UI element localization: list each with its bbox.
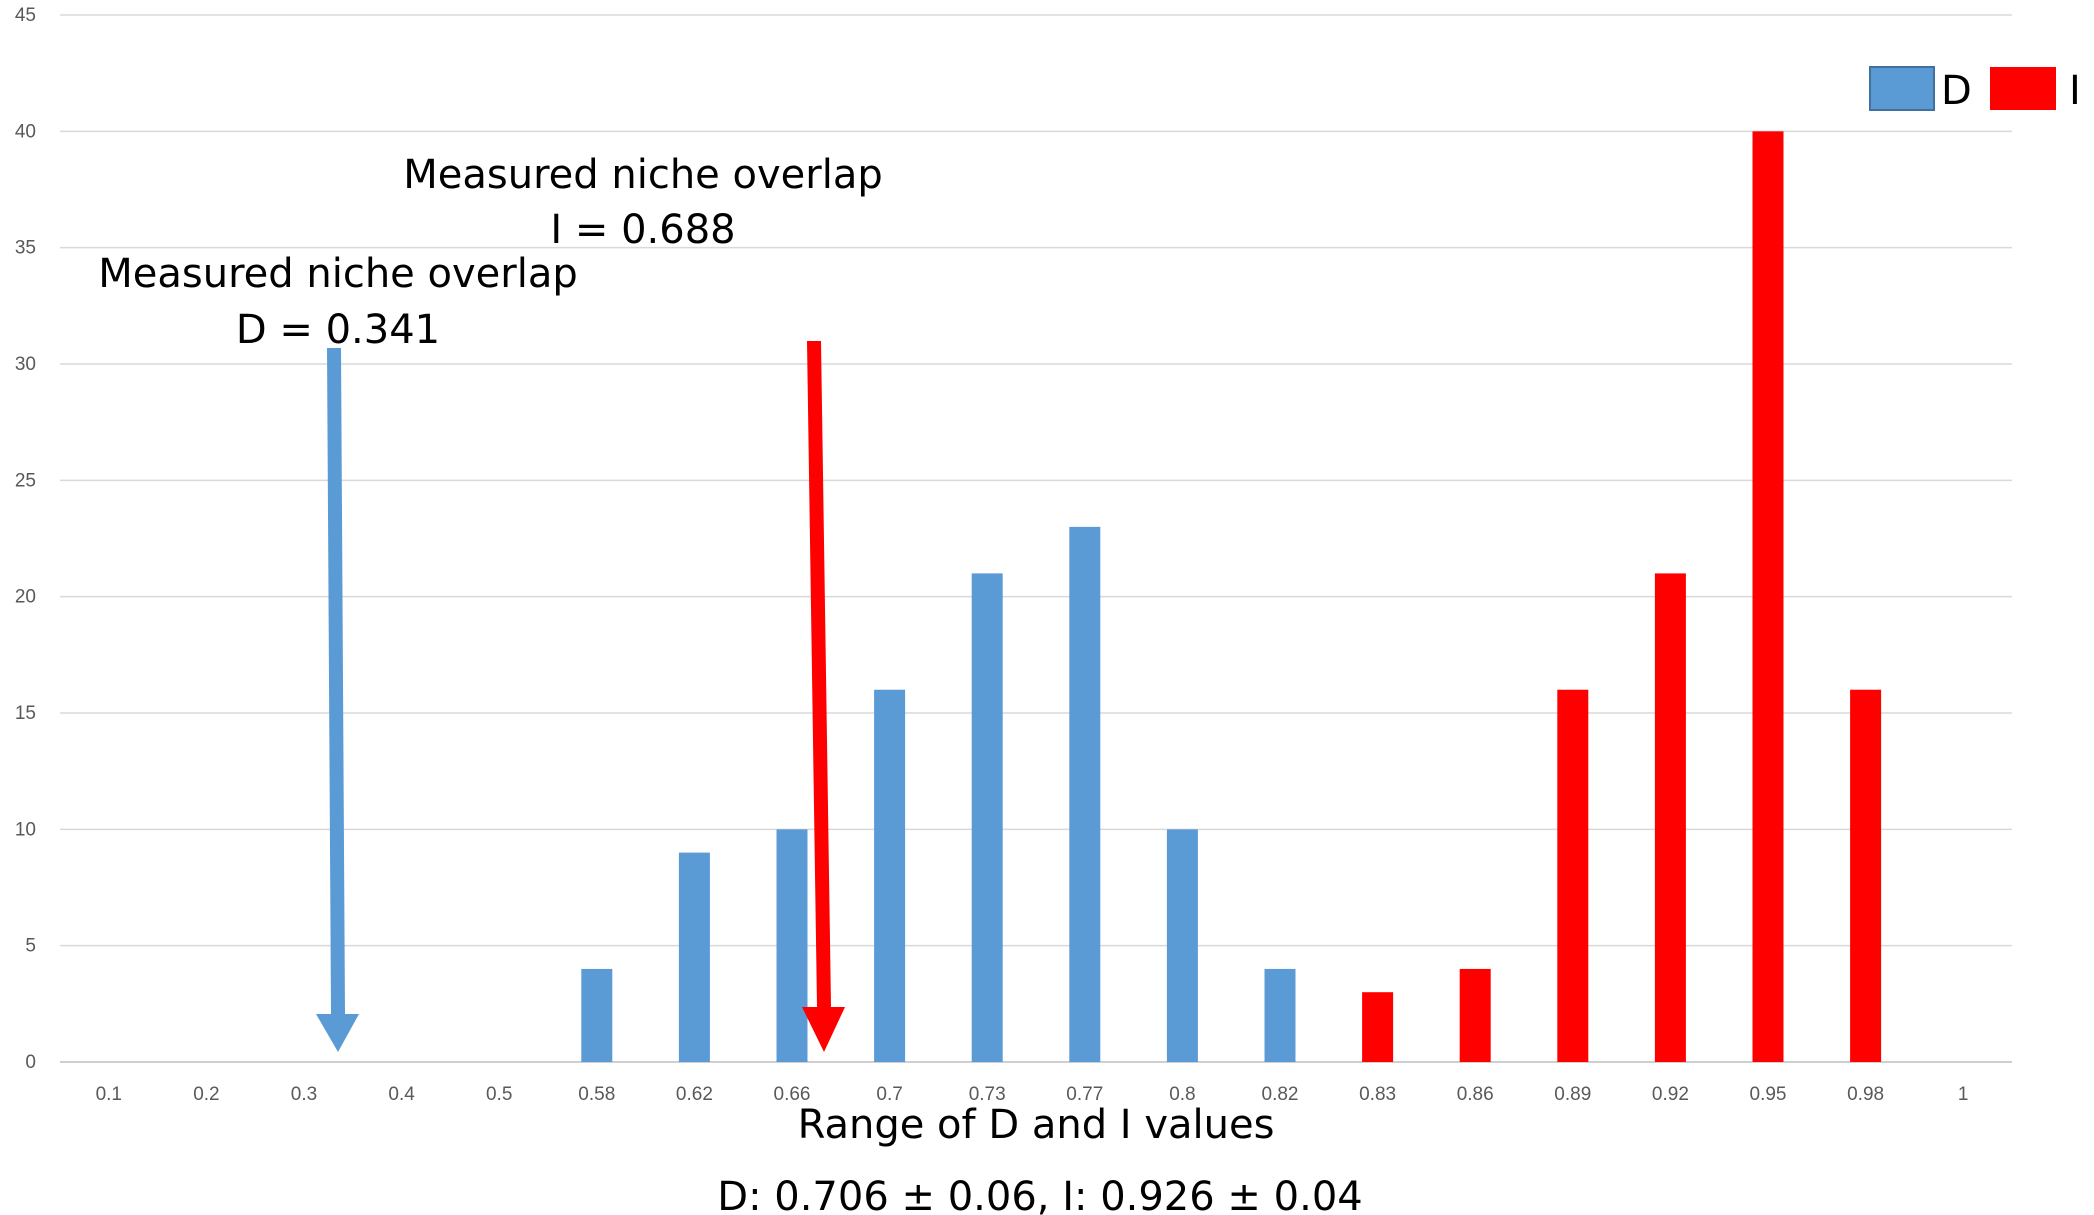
annotation-i-line2: I = 0.688: [550, 207, 735, 253]
x-tick-label: 0.66: [774, 1084, 811, 1105]
i-arrow: [802, 341, 845, 1052]
bar-d: [581, 968, 613, 1062]
y-tick-label: 0: [25, 1052, 36, 1073]
y-tick-label: 25: [15, 470, 36, 491]
legend-label-i: I: [2069, 68, 2081, 114]
x-tick-label: 0.7: [876, 1084, 902, 1105]
bar-d: [1166, 829, 1198, 1062]
bar-d: [971, 573, 1003, 1062]
y-tick-label: 20: [15, 587, 36, 608]
bars: [581, 131, 1882, 1063]
x-tick-label: 0.4: [388, 1084, 415, 1105]
bar-i: [1362, 992, 1394, 1062]
y-tick-label: 30: [15, 354, 36, 375]
annotation-i-line1: Measured niche overlap: [403, 152, 882, 198]
x-tick-label: 0.2: [193, 1084, 219, 1105]
y-tick-label: 15: [15, 703, 36, 724]
bar-i: [1850, 689, 1882, 1062]
x-axis-title: Range of D and I values: [798, 1102, 1275, 1148]
chart-subtitle: D: 0.706 ± 0.06, I: 0.926 ± 0.04: [717, 1174, 1362, 1215]
x-tick-label: 0.5: [486, 1084, 512, 1105]
legend-swatch-i: [1990, 67, 2056, 110]
x-tick-label: 0.73: [969, 1084, 1006, 1105]
y-tick-label: 10: [15, 819, 36, 840]
y-tick-label: 35: [15, 238, 36, 259]
x-tick-label: 0.62: [676, 1084, 713, 1105]
legend: D I: [1869, 66, 2081, 114]
y-tick-label: 5: [25, 936, 36, 957]
x-axis-ticks: 0.1 0.2 0.3 0.4 0.5 0.58 0.62 0.66 0.7 0.73 0.77 0.…: [96, 1084, 1969, 1105]
x-tick-label: 0.3: [291, 1084, 317, 1105]
bar-i: [1752, 131, 1784, 1063]
bar-d: [1264, 968, 1296, 1062]
bar-i: [1654, 573, 1686, 1062]
x-tick-label: 0.92: [1652, 1084, 1689, 1105]
bar-i: [1557, 689, 1589, 1062]
y-tick-label: 45: [15, 5, 36, 26]
x-tick-label: 0.1: [96, 1084, 122, 1105]
bar-i: [1459, 968, 1491, 1062]
x-tick-label: 0.82: [1262, 1084, 1299, 1105]
y-tick-label: 40: [15, 121, 36, 142]
x-tick-label: 0.86: [1457, 1084, 1494, 1105]
x-tick-label: 0.98: [1847, 1084, 1884, 1105]
x-tick-label: 0.89: [1554, 1084, 1591, 1105]
x-tick-label: 0.77: [1066, 1084, 1103, 1105]
legend-swatch-d: [1869, 66, 1935, 111]
bar-d: [874, 689, 906, 1062]
x-tick-label: 0.95: [1750, 1084, 1787, 1105]
annotation-d-line2: D = 0.341: [236, 307, 440, 353]
bar-d: [1069, 526, 1101, 1062]
bar-d: [678, 852, 710, 1062]
x-tick-label: 0.8: [1169, 1084, 1195, 1105]
y-axis-ticks: 0 5 10 15 20 25 30 35 40 45: [15, 5, 36, 1073]
x-tick-label: 1: [1958, 1084, 1969, 1105]
legend-label-d: D: [1941, 68, 1972, 114]
bar-d: [776, 829, 808, 1062]
annotation-d-line1: Measured niche overlap: [98, 251, 577, 297]
x-tick-label: 0.83: [1359, 1084, 1396, 1105]
x-tick-label: 0.58: [578, 1084, 615, 1105]
gridlines: [60, 14, 2012, 1063]
d-arrow: [316, 348, 359, 1052]
